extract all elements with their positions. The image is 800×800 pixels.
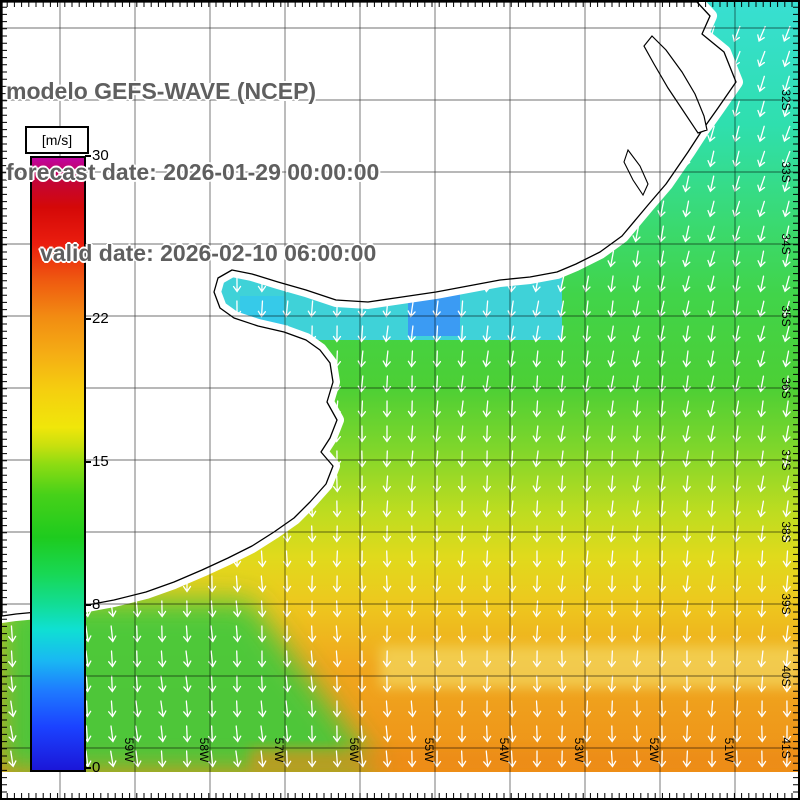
colorbar-tick-label: 0 bbox=[92, 759, 101, 776]
lon-axis-label: 58W bbox=[197, 737, 211, 763]
valid-date-label: valid date: 2026-02-10 06:00:00 bbox=[40, 240, 377, 266]
colorbar-tick-label: 30 bbox=[92, 147, 109, 164]
forecast-date-label: forecast date: 2026-01-29 00:00:00 bbox=[6, 159, 380, 185]
lat-axis-label: 34S bbox=[779, 233, 793, 255]
colorbar-tick-mark bbox=[85, 155, 91, 157]
colorbar-unit-label: [m/s] bbox=[25, 126, 89, 154]
title-block: modelo GEFS-WAVE (NCEP) forecast date: 2… bbox=[6, 24, 379, 321]
lon-axis-label: 54W bbox=[497, 737, 511, 763]
colorbar-tick-label: 15 bbox=[92, 453, 109, 470]
lon-axis-label: 53W bbox=[572, 737, 586, 763]
colorbar-tick-mark bbox=[85, 767, 91, 769]
lon-axis-label: 57W bbox=[272, 737, 286, 763]
lat-axis-label: 41S bbox=[779, 737, 793, 759]
lon-axis-label: 59W bbox=[122, 737, 136, 763]
lat-axis-label: 40S bbox=[779, 665, 793, 687]
colorbar-tick-mark bbox=[85, 461, 91, 463]
lat-axis-label: 35S bbox=[779, 305, 793, 327]
lon-axis-label: 52W bbox=[647, 737, 661, 763]
lat-axis-label: 39S bbox=[779, 593, 793, 615]
lon-axis-label: 51W bbox=[722, 737, 736, 763]
lon-axis-label: 56W bbox=[347, 737, 361, 763]
lon-axis-label: 55W bbox=[422, 737, 436, 763]
colorbar-tick-label: 22 bbox=[92, 310, 109, 328]
lat-axis-label: 37S bbox=[779, 449, 793, 471]
model-title: modelo GEFS-WAVE (NCEP) bbox=[6, 78, 317, 104]
colorbar bbox=[30, 156, 86, 772]
colorbar-tick-label: 8 bbox=[92, 595, 101, 613]
lat-axis-label: 38S bbox=[779, 521, 793, 543]
colorbar-tick-mark bbox=[85, 318, 91, 321]
lat-axis-label: 32S bbox=[779, 89, 793, 111]
colorbar-tick-mark bbox=[85, 603, 91, 606]
lat-axis-label: 33S bbox=[779, 161, 793, 183]
lat-axis-label: 36S bbox=[779, 377, 793, 399]
